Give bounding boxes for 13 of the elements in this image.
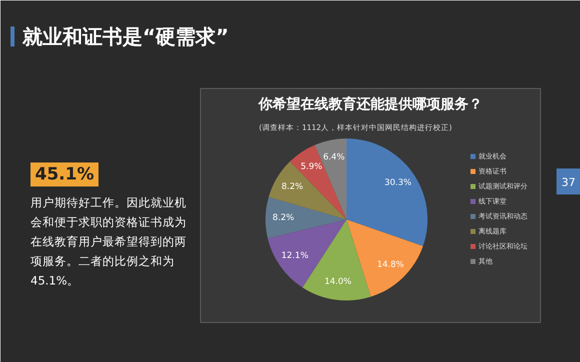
data-label: 5.9%	[300, 162, 322, 172]
text: 37	[562, 176, 576, 189]
data-label: 12.1%	[281, 250, 308, 261]
text: 用户期待好工作。因此就业机会和便于求职的资格证书成为在线教育用户最希望得到的两项服务。二者的比例之和为45.1%。	[30, 196, 186, 288]
data-label: 30.3%	[384, 178, 412, 188]
data-label: 14.0%	[324, 277, 352, 288]
chart-title: 你希望在线教育还能提供哪项服务？	[258, 96, 482, 112]
data-label: 6.4%	[323, 152, 345, 163]
text: 45.1%	[35, 164, 94, 184]
data-label: 14.8%	[377, 260, 404, 270]
data-label: 8.2%	[272, 213, 294, 224]
data-label: 8.2%	[281, 182, 304, 192]
text: 就业和证书是“硬需求”	[22, 24, 229, 48]
